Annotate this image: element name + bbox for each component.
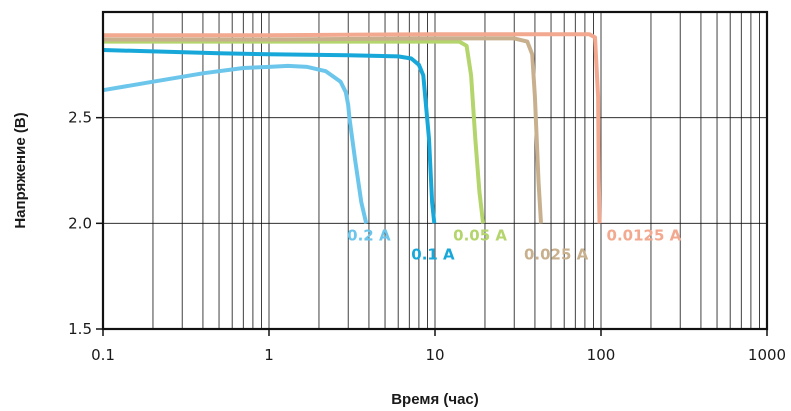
x-tick-label-2: 10 <box>425 346 444 364</box>
series-label-1: 0.1 A <box>411 245 455 263</box>
x-tick-labels: 0.1 1 10 100 1000 <box>91 329 786 364</box>
x-tick-label-0: 0.1 <box>91 346 115 364</box>
x-tick-label-3: 100 <box>587 346 616 364</box>
y-tick-label-1: 2.0 <box>68 214 92 232</box>
series-label-3: 0.025 A <box>524 245 589 263</box>
series-label-4: 0.0125 A <box>607 226 682 244</box>
series-line-0 <box>102 63 369 224</box>
y-tick-label-2: 2.5 <box>68 109 92 127</box>
y-tick-labels: 1.5 2.0 2.5 <box>68 109 103 338</box>
series-label-0: 0.2 A <box>347 226 391 244</box>
grid <box>103 12 767 329</box>
x-axis-title: Время (час) <box>391 391 479 408</box>
series-line-2 <box>103 39 486 224</box>
series-labels: 0.2 A 0.1 A0.05 A 0.025 A 0.0125 A <box>347 226 681 263</box>
y-axis-title: Напряжение (В) <box>12 112 29 228</box>
series-line-4 <box>103 32 602 224</box>
x-tick-label-1: 1 <box>264 346 274 364</box>
series-label-2: 0.05 A <box>453 226 507 244</box>
x-tick-label-4: 1000 <box>748 346 786 364</box>
series-line-1 <box>102 48 437 224</box>
series-line-3 <box>103 36 543 224</box>
series-lines <box>102 32 602 224</box>
y-tick-label-0: 1.5 <box>68 320 92 338</box>
